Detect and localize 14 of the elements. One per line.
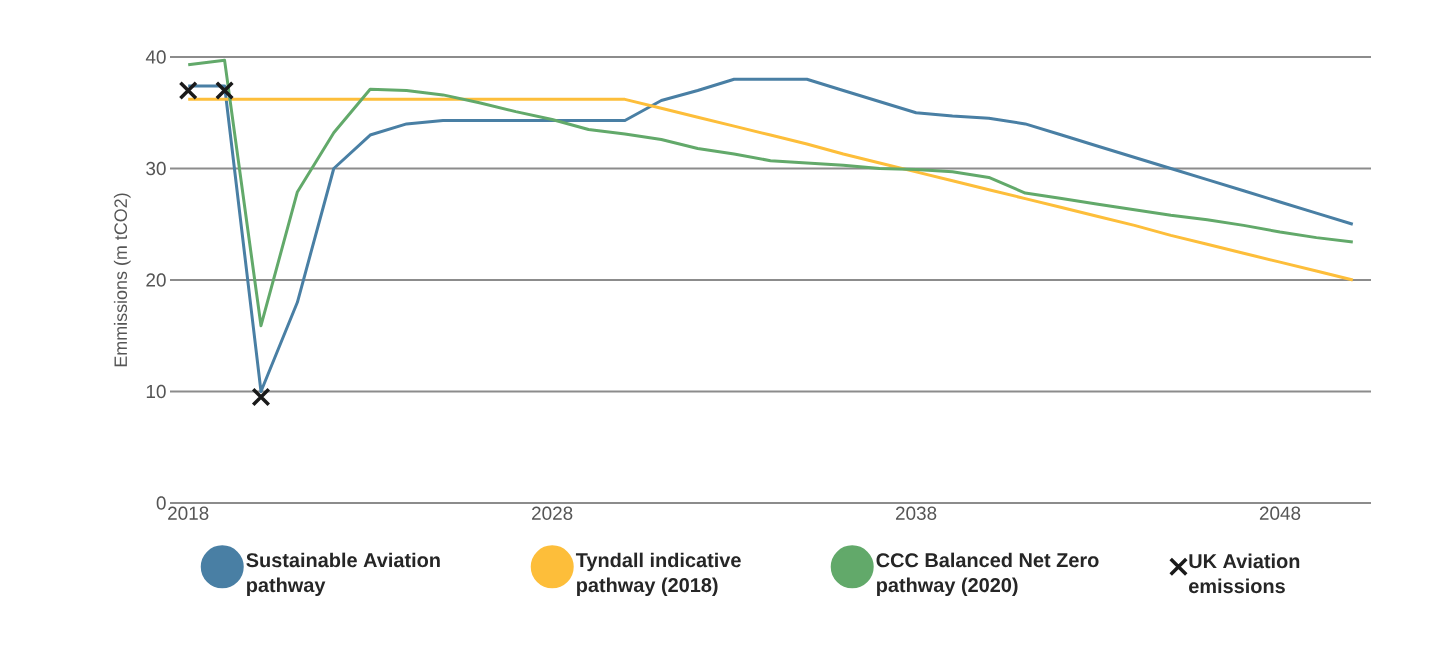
legend-label: Sustainable Aviation pathway xyxy=(246,552,440,597)
x-tick-label: 2048 xyxy=(1259,506,1301,520)
y-tick-label: 10 xyxy=(146,384,166,399)
legend-label: CCC Balanced Net Zero pathway (2020) xyxy=(876,552,1099,597)
y-tick-label: 30 xyxy=(146,161,166,176)
y-tick-label: 20 xyxy=(146,273,166,287)
y-tick-label: 40 xyxy=(145,50,166,64)
y-tick-label: 0 xyxy=(156,496,166,510)
x-tick-label: 2018 xyxy=(168,506,209,520)
x-tick-label: 2028 xyxy=(532,506,573,520)
legend-label: Tyndall indicative pathway (2018) xyxy=(575,552,741,597)
x-tick-label: 2038 xyxy=(895,506,937,520)
legend-label: UK Aviation emissions xyxy=(1189,553,1300,594)
y-axis-title: Emmissions (m tCO2) xyxy=(113,193,131,367)
